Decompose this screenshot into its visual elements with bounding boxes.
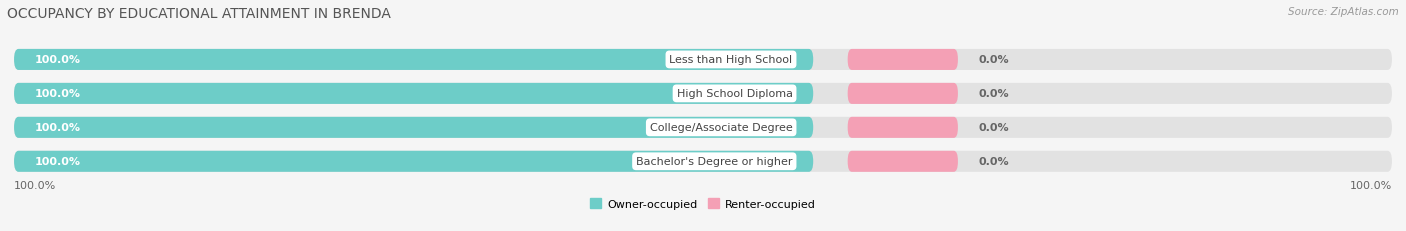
Text: Bachelor's Degree or higher: Bachelor's Degree or higher xyxy=(636,157,793,167)
Text: 100.0%: 100.0% xyxy=(14,180,56,190)
Text: 0.0%: 0.0% xyxy=(979,55,1010,65)
Text: OCCUPANCY BY EDUCATIONAL ATTAINMENT IN BRENDA: OCCUPANCY BY EDUCATIONAL ATTAINMENT IN B… xyxy=(7,7,391,21)
Text: 100.0%: 100.0% xyxy=(35,89,80,99)
FancyBboxPatch shape xyxy=(848,83,957,104)
Text: High School Diploma: High School Diploma xyxy=(676,89,793,99)
Text: 100.0%: 100.0% xyxy=(1350,180,1392,190)
FancyBboxPatch shape xyxy=(14,117,813,138)
Text: 100.0%: 100.0% xyxy=(35,157,80,167)
Text: 0.0%: 0.0% xyxy=(979,123,1010,133)
FancyBboxPatch shape xyxy=(14,50,813,71)
FancyBboxPatch shape xyxy=(14,83,813,104)
Text: 100.0%: 100.0% xyxy=(35,55,80,65)
FancyBboxPatch shape xyxy=(14,151,1392,172)
FancyBboxPatch shape xyxy=(848,50,957,71)
FancyBboxPatch shape xyxy=(848,117,957,138)
Text: College/Associate Degree: College/Associate Degree xyxy=(650,123,793,133)
FancyBboxPatch shape xyxy=(848,151,957,172)
FancyBboxPatch shape xyxy=(14,117,1392,138)
FancyBboxPatch shape xyxy=(14,50,1392,71)
Text: Source: ZipAtlas.com: Source: ZipAtlas.com xyxy=(1288,7,1399,17)
Text: 0.0%: 0.0% xyxy=(979,89,1010,99)
FancyBboxPatch shape xyxy=(14,83,1392,104)
FancyBboxPatch shape xyxy=(14,151,813,172)
Text: 0.0%: 0.0% xyxy=(979,157,1010,167)
Text: Less than High School: Less than High School xyxy=(669,55,793,65)
Text: 100.0%: 100.0% xyxy=(35,123,80,133)
Legend: Owner-occupied, Renter-occupied: Owner-occupied, Renter-occupied xyxy=(586,194,820,213)
